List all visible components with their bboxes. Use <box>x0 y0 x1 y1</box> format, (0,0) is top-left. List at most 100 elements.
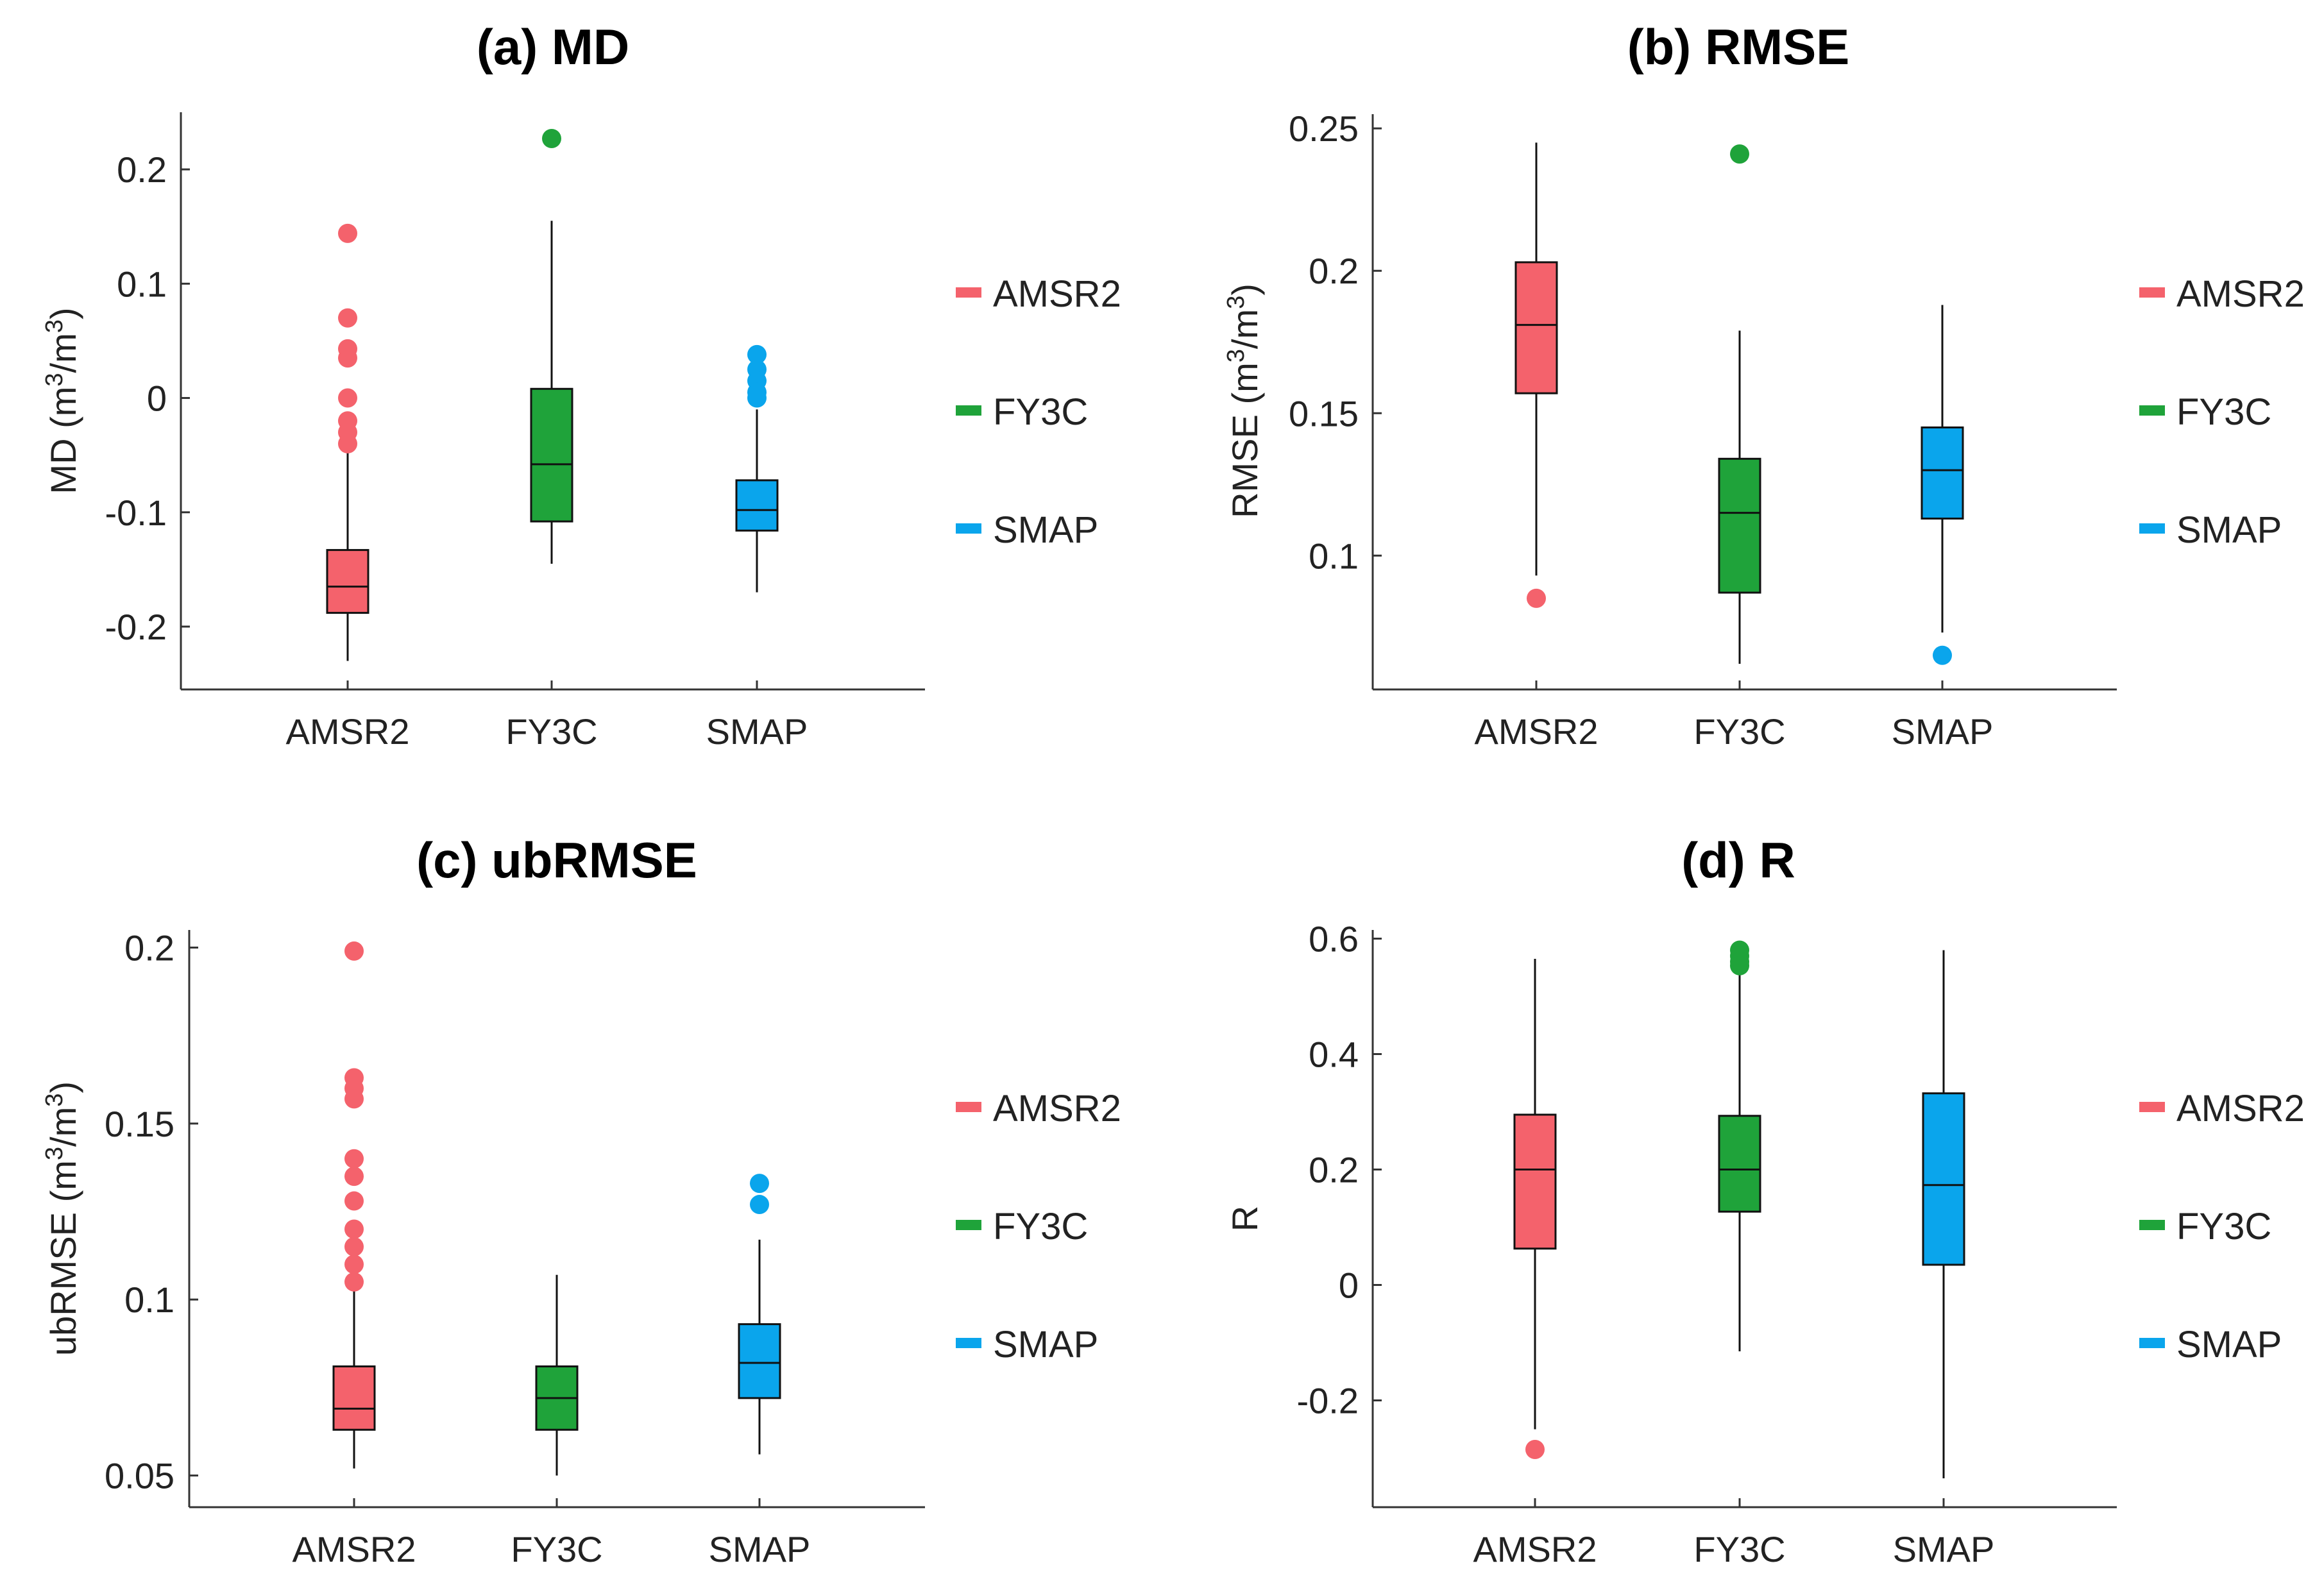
outlier-point <box>344 1149 364 1169</box>
legend-label-smap: SMAP <box>993 509 1098 551</box>
panel-b: (b) RMSE 0.1 0.15 0.2 0.25 RMSE (m3/m3) AMSR2 F… <box>1223 19 2305 752</box>
legend-label-smap: SMAP <box>2176 1324 2282 1365</box>
y-tick-label: 0.05 <box>105 1456 174 1496</box>
iqr-box <box>738 1323 781 1399</box>
box-fy3c: FY3C <box>505 128 598 752</box>
box-fy3c: FY3C <box>511 1274 603 1569</box>
legend-label-fy3c: FY3C <box>993 1206 1088 1247</box>
panel-title: (a) MD <box>477 19 629 75</box>
panel-title: (b) RMSE <box>1627 19 1850 75</box>
box-amsr2: AMSR2 <box>293 941 416 1569</box>
iqr-box <box>1514 261 1558 394</box>
y-tick-label: 0.1 <box>1309 536 1359 576</box>
outlier-point <box>1527 588 1546 608</box>
y-tick-label: 0.4 <box>1309 1035 1359 1075</box>
x-tick-label: SMAP <box>1893 1529 1995 1569</box>
y-tick-label: -0.2 <box>1297 1381 1359 1421</box>
box-smap: SMAP <box>709 1174 811 1569</box>
outlier-point <box>344 1191 364 1211</box>
y-tick-label: 0.6 <box>1309 919 1359 959</box>
iqr-box <box>332 1365 376 1431</box>
y-axis-label: MD (m3/m3) <box>41 307 83 494</box>
panel-c: (c) ubRMSE 0.05 0.1 0.15 0.2 ubRMSE (m3/m3) AM… <box>41 832 1121 1569</box>
legend-swatch-smap <box>956 1338 981 1348</box>
legend-label-amsr2: AMSR2 <box>993 273 1121 315</box>
iqr-box <box>735 479 779 532</box>
box-fy3c: FY3C <box>1693 940 1786 1569</box>
legend-label-fy3c: FY3C <box>2176 391 2271 433</box>
legend-swatch-amsr2 <box>956 287 981 298</box>
y-tick-label: 0.2 <box>117 149 167 190</box>
outlier-point <box>542 128 561 148</box>
legend-swatch-amsr2 <box>2139 1102 2165 1112</box>
y-tick-label: 0 <box>147 378 167 419</box>
outlier-point <box>344 1237 364 1256</box>
y-tick-label: 0.1 <box>117 264 167 304</box>
y-tick-label: -0.2 <box>105 607 167 647</box>
iqr-box <box>530 387 573 523</box>
legend-label-amsr2: AMSR2 <box>2176 1088 2305 1129</box>
outlier-point <box>747 388 767 408</box>
legend-swatch-smap <box>956 523 981 534</box>
y-tick-label: -0.1 <box>105 493 167 533</box>
legend: AMSR2 FY3C SMAP <box>2139 273 2305 551</box>
outlier-point <box>1730 956 1749 976</box>
legend: AMSR2 FY3C SMAP <box>2139 1088 2305 1365</box>
outlier-point <box>750 1195 769 1215</box>
x-tick-label: FY3C <box>1693 1529 1785 1569</box>
legend-label-smap: SMAP <box>993 1324 1098 1365</box>
x-tick-label: AMSR2 <box>1475 711 1599 752</box>
legend-swatch-smap <box>2139 1338 2165 1348</box>
x-tick-label: AMSR2 <box>1473 1529 1597 1569</box>
outlier-point <box>344 1272 364 1292</box>
outlier-point <box>344 1089 364 1109</box>
legend-swatch-smap <box>2139 523 2165 534</box>
iqr-box <box>326 549 369 614</box>
x-tick-label: AMSR2 <box>293 1529 416 1569</box>
iqr-box <box>1922 1092 1965 1266</box>
legend: AMSR2 FY3C SMAP <box>956 1088 1121 1365</box>
x-tick-label: SMAP <box>709 1529 811 1569</box>
outlier-point <box>1525 1440 1545 1459</box>
y-tick-label: 0.2 <box>1309 1150 1359 1190</box>
panel-a: (a) MD -0.2 -0.1 0 0.1 0.2 MD (m3/m3) AMSR2 FY3C… <box>41 19 1121 752</box>
outlier-point <box>338 308 357 328</box>
y-tick-label: 0.1 <box>124 1280 174 1320</box>
legend-swatch-amsr2 <box>956 1102 981 1112</box>
x-tick-label: SMAP <box>706 711 808 752</box>
box-fy3c: FY3C <box>1693 144 1786 752</box>
x-tick-label: AMSR2 <box>286 711 410 752</box>
box-smap: SMAP <box>706 344 808 752</box>
y-tick-label: 0.2 <box>1309 251 1359 291</box>
legend-swatch-fy3c <box>956 405 981 416</box>
outlier-point <box>338 348 357 368</box>
y-axis-label: ubRMSE (m3/m3) <box>41 1081 83 1356</box>
iqr-box <box>1718 1115 1761 1213</box>
x-tick-label: FY3C <box>511 1529 602 1569</box>
y-tick-label: 0.2 <box>124 927 174 968</box>
legend-swatch-fy3c <box>2139 1220 2165 1230</box>
panel-title: (c) ubRMSE <box>416 832 697 888</box>
legend-label-smap: SMAP <box>2176 509 2282 551</box>
box-smap: SMAP <box>1893 950 1995 1569</box>
legend-label-fy3c: FY3C <box>993 391 1088 433</box>
box-smap: SMAP <box>1892 305 1993 752</box>
y-tick-label: 0 <box>1339 1265 1359 1306</box>
outlier-point <box>750 1174 769 1194</box>
outlier-point <box>344 1254 364 1274</box>
box-amsr2: AMSR2 <box>1475 142 1599 752</box>
y-tick-label: 0.25 <box>1289 108 1359 149</box>
outlier-point <box>338 223 357 243</box>
iqr-box <box>1513 1113 1557 1250</box>
y-axis-label: RMSE (m3/m3) <box>1223 283 1265 518</box>
panel-title: (d) R <box>1681 832 1795 888</box>
outlier-point <box>338 434 357 453</box>
legend: AMSR2 FY3C SMAP <box>956 273 1121 551</box>
outlier-point <box>338 388 357 408</box>
legend-swatch-amsr2 <box>2139 287 2165 298</box>
outlier-point <box>1730 144 1749 164</box>
outlier-point <box>344 1167 364 1187</box>
legend-swatch-fy3c <box>956 1220 981 1230</box>
panel-d: (d) R -0.2 0 0.2 0.4 0.6 R AMSR2 FY3C SMAP AMSR2 FY… <box>1225 832 2305 1569</box>
